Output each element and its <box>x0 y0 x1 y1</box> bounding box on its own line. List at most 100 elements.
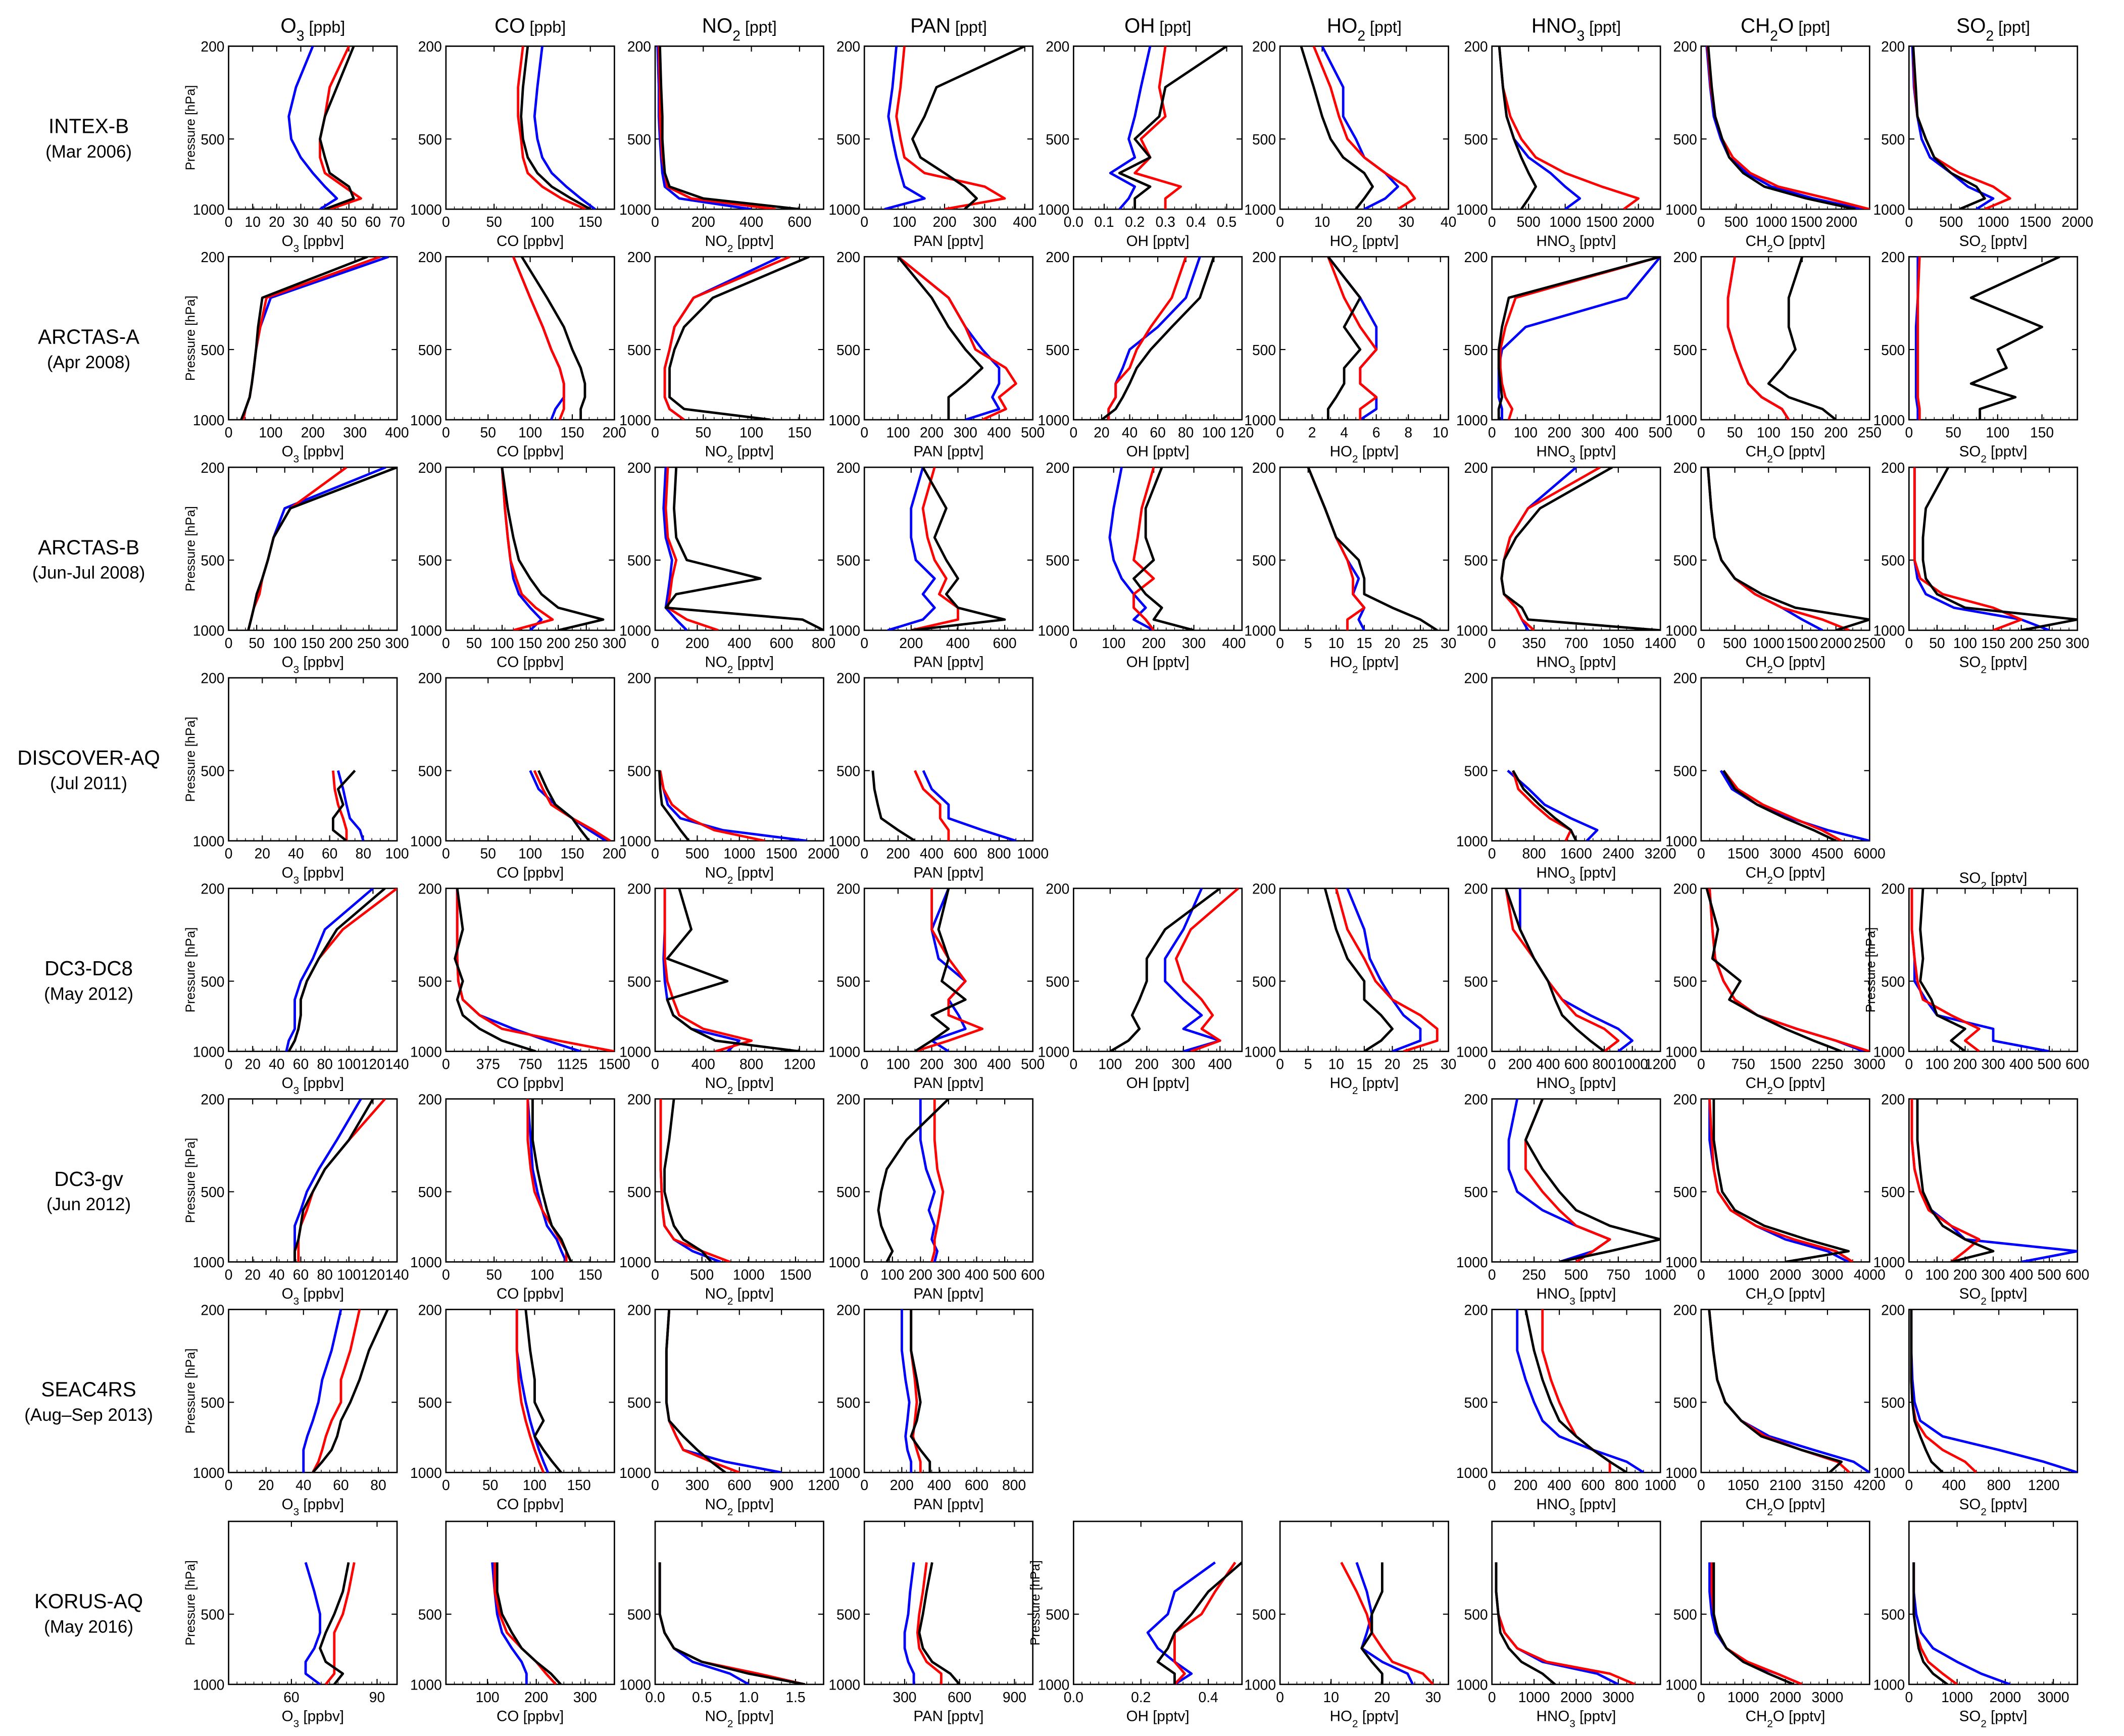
panel-seac4rs-hno3: 0 200 400 600 800 1000 200 500 1000 HNO3 [pptv] <box>1456 1302 1676 1517</box>
x-tick-label: 2400 <box>1602 846 1634 862</box>
species-name: CO <box>497 864 519 881</box>
x-axis-label: PAN [pptv] <box>913 443 983 460</box>
y-tick-label: 1000 <box>619 202 651 218</box>
species-name: HNO <box>1537 864 1570 881</box>
y-tick-label: 200 <box>1046 881 1069 897</box>
panel-frame <box>445 1309 615 1473</box>
panel-arctas-b-no2: 0 200 400 600 800 200 500 1000 NO2 [pptv] <box>619 460 835 675</box>
panel-arctas-a-no2: 0 50 100 150 200 500 1000 NO2 [pptv] <box>619 249 824 465</box>
x-tick-label: 100 <box>518 424 542 440</box>
panel-korus-aq-pan: 300 600 900 500 1000 PAN [pptv] <box>828 1520 1034 1724</box>
subscript: 2 <box>1352 242 1358 254</box>
series-line-black <box>663 1099 712 1262</box>
x-tick-label: 1200 <box>2028 1477 2060 1493</box>
x-tick-label: 600 <box>965 1477 989 1493</box>
x-tick-label: 100 <box>259 424 282 440</box>
y-tick-label: 500 <box>201 553 224 569</box>
x-tick-label: 200 <box>603 846 626 862</box>
x-tick-label: 0 <box>1697 635 1705 651</box>
y-tick-label: 1000 <box>828 202 860 218</box>
x-tick-label: 0 <box>860 1477 868 1493</box>
y-tick-label: 1000 <box>619 833 651 849</box>
series-line-black <box>664 467 824 630</box>
x-tick-label: 800 <box>1592 1056 1616 1072</box>
x-tick-label: 400 <box>727 635 751 651</box>
series-line-blue <box>1346 888 1422 1052</box>
campaign-period: (May 2016) <box>44 1617 133 1637</box>
species-name: CH <box>1746 1075 1767 1092</box>
panel-frame <box>1908 45 2079 210</box>
x-tick-label: 150 <box>560 424 584 440</box>
panel-arctas-b-oh: 0 100 200 300 400 200 500 1000 OH [pptv] <box>1038 460 1246 671</box>
x-tick-label: 2000 <box>1989 1689 2021 1705</box>
y-tick-label: 500 <box>201 1184 224 1200</box>
series-line-blue <box>1518 888 1634 1052</box>
x-tick-label: 0 <box>1488 1056 1496 1072</box>
panel-frame <box>1491 45 1661 210</box>
panel-frame <box>1491 887 1661 1052</box>
species-name: CH <box>1746 1708 1767 1724</box>
y-tick-label: 1000 <box>193 1044 225 1060</box>
x-tick-label: 20 <box>245 1266 261 1282</box>
unit: [pptv] <box>1987 1708 2028 1724</box>
species-name: SO <box>1959 233 1981 250</box>
x-tick-label: 10 <box>1328 635 1344 651</box>
subscript: 2 <box>1352 1718 1358 1729</box>
series-line-red <box>1327 257 1378 420</box>
x-tick-label: 2250 <box>1812 1056 1844 1072</box>
unit: [pptv] <box>1575 654 1616 670</box>
y-tick-label: 500 <box>1252 131 1276 147</box>
x-tick-label: 500 <box>993 1266 1017 1282</box>
column-header-o3: O3 [ppb] <box>280 14 345 44</box>
x-tick-label: 200 <box>1953 1266 1977 1282</box>
x-axis-label: PAN [pptv] <box>913 233 983 250</box>
x-axis-label: HNO3 [pptv] <box>1537 864 1616 886</box>
x-tick-label: 1400 <box>1645 635 1676 651</box>
y-tick-label: 500 <box>201 1607 224 1623</box>
panel-arctas-b-ho2: 0 5 10 15 20 25 30 200 500 1000 HO2 [pptv] <box>1244 460 1456 675</box>
x-tick-label: 100 <box>518 846 542 862</box>
series-line-black <box>1706 467 1870 630</box>
x-tick-label: 800 <box>1987 1477 2011 1493</box>
panel-frame <box>1279 45 1449 210</box>
x-tick-label: 0.1 <box>1094 214 1114 230</box>
series-line-black <box>501 467 605 630</box>
species-name: CH <box>1746 654 1767 670</box>
unit: [pptv] <box>1149 1708 1190 1724</box>
x-tick-label: 100 <box>530 214 554 230</box>
species-name: HNO <box>1537 1496 1570 1513</box>
y-tick-label: 1000 <box>193 623 225 639</box>
y-tick-label: 500 <box>1881 342 1905 358</box>
x-tick-label: 300 <box>1982 1266 2005 1282</box>
species-name: O <box>282 1708 293 1724</box>
x-tick-label: 0.0 <box>645 1689 665 1705</box>
species-name: CO <box>497 1496 519 1513</box>
species-name: PAN <box>913 443 943 460</box>
y-tick-label: 500 <box>836 973 860 989</box>
series-line-red <box>1726 257 1790 420</box>
y-tick-label: 1000 <box>619 623 651 639</box>
panel-intex-b-oh: 0.0 0.1 0.2 0.3 0.4 0.5 200 500 1000 OH [pptv] <box>1038 38 1243 250</box>
y-tick-label: 500 <box>418 973 442 989</box>
x-tick-label: 1.0 <box>739 1689 759 1705</box>
y-tick-label: 1000 <box>1665 202 1697 218</box>
y-tick-label: 200 <box>1881 38 1905 55</box>
x-tick-label: 100 <box>523 1477 547 1493</box>
species-tail: O <box>1773 443 1785 460</box>
unit: [ppbv] <box>519 1708 564 1724</box>
panel-discover-aq-no2: 0 500 1000 1500 2000 200 500 1000 NO2 [pptv] <box>619 670 839 886</box>
y-tick-label: 500 <box>418 1184 442 1200</box>
x-tick-label: 750 <box>1606 1266 1630 1282</box>
y-axis-label: Pressure [hPa] <box>1864 927 1878 1013</box>
y-tick-label: 200 <box>201 1091 224 1107</box>
x-axis-label: CH2O [pptv] <box>1746 1708 1825 1729</box>
panel-intex-b-pan: 0 100 200 300 400 200 500 1000 PAN [pptv] <box>828 38 1036 250</box>
panel-korus-aq-co: 100 200 300 500 1000 CO [ppbv] <box>410 1520 615 1724</box>
series-line-red <box>501 467 554 630</box>
species-name: HO <box>1330 1075 1352 1092</box>
x-tick-label: 400 <box>987 424 1011 440</box>
species-name: NO <box>705 443 727 460</box>
x-tick-label: 0 <box>1905 1477 1913 1493</box>
